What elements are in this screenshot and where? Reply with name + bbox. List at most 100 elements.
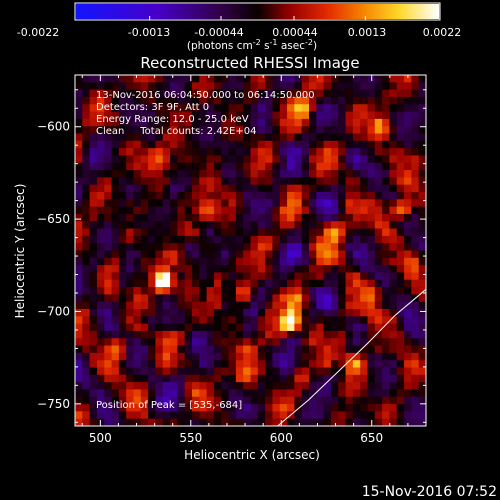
- heatmap-cell: [89, 330, 98, 339]
- heatmap-cell: [133, 279, 142, 288]
- heatmap-cell: [199, 170, 208, 178]
- heatmap-cell: [155, 330, 164, 339]
- heatmap-cell: [82, 170, 91, 178]
- heatmap-cell: [82, 96, 91, 105]
- heatmap-cell: [374, 352, 383, 361]
- heatmap-cell: [257, 192, 266, 200]
- heatmap-cell: [199, 316, 208, 325]
- heatmap-cell: [294, 294, 303, 303]
- heatmap-cell: [396, 352, 405, 361]
- heatmap-cell: [396, 162, 405, 171]
- heatmap-cell: [250, 316, 259, 325]
- heatmap-cell: [338, 287, 347, 295]
- heatmap-cell: [133, 148, 142, 157]
- heatmap-cell: [148, 301, 157, 310]
- heatmap-cell: [235, 155, 244, 164]
- heatmap-cell: [338, 221, 347, 230]
- heatmap-cell: [352, 162, 361, 171]
- colorbar-cell: [269, 4, 271, 19]
- heatmap-cell: [257, 250, 266, 259]
- heatmap-cell: [389, 309, 398, 317]
- heatmap-cell: [250, 360, 259, 369]
- heatmap-cell: [104, 250, 113, 259]
- heatmap-cell: [330, 360, 339, 369]
- colorbar-cell: [76, 4, 78, 19]
- heatmap-cell: [155, 133, 164, 142]
- heatmap-cell: [243, 309, 252, 317]
- colorbar-cell: [77, 4, 79, 19]
- heatmap-cell: [75, 301, 83, 310]
- heatmap-cell: [111, 221, 120, 230]
- heatmap-cell: [177, 418, 186, 426]
- heatmap-cell: [140, 294, 149, 303]
- heatmap-cell: [75, 272, 83, 281]
- heatmap-cell: [396, 418, 405, 426]
- heatmap-cell: [75, 330, 83, 339]
- colorbar-cell: [247, 4, 249, 19]
- heatmap-cell: [140, 75, 149, 83]
- heatmap-cell: [75, 360, 83, 369]
- heatmap-cell: [367, 111, 376, 120]
- heatmap-cell: [199, 265, 208, 274]
- heatmap-cell: [272, 272, 281, 281]
- heatmap-cell: [133, 345, 142, 354]
- colorbar-cell: [195, 4, 197, 19]
- heatmap-cell: [367, 213, 376, 222]
- heatmap-cell: [199, 199, 208, 208]
- heatmap-cell: [243, 294, 252, 303]
- heatmap-cell: [309, 243, 317, 252]
- heatmap-cell: [338, 323, 347, 332]
- heatmap-cell: [235, 396, 244, 405]
- heatmap-cell: [257, 265, 266, 274]
- heatmap-cell: [272, 404, 281, 412]
- heatmap-cell: [118, 404, 127, 412]
- colorbar-cell: [382, 4, 384, 19]
- heatmap-cell: [221, 272, 230, 281]
- heatmap-cell: [96, 140, 105, 149]
- heatmap-cell: [162, 133, 171, 142]
- colorbar-cell: [89, 4, 91, 19]
- colorbar-cell: [390, 4, 392, 19]
- heatmap-cell: [111, 243, 120, 252]
- heatmap-cell: [265, 206, 274, 215]
- colorbar-cell: [105, 4, 107, 19]
- heatmap-cell: [133, 206, 142, 215]
- colorbar-cell: [278, 4, 280, 19]
- heatmap-cell: [338, 75, 347, 83]
- heatmap-cell: [316, 338, 325, 347]
- heatmap-cell: [162, 411, 171, 420]
- heatmap-cell: [367, 184, 376, 193]
- colorbar-cell: [132, 4, 134, 19]
- colorbar-cell: [265, 4, 267, 19]
- colorbar-cell: [168, 4, 170, 19]
- heatmap-cell: [89, 360, 98, 369]
- heatmap-cell: [345, 192, 354, 200]
- heatmap-cell: [323, 396, 332, 405]
- heatmap-cell: [257, 170, 266, 178]
- heatmap-cell: [140, 243, 149, 252]
- heatmap-cell: [265, 294, 274, 303]
- heatmap-cell: [367, 345, 376, 354]
- heatmap-cell: [104, 257, 113, 266]
- colorbar-tick-label: -0.0022: [17, 26, 59, 39]
- heatmap-cell: [75, 338, 83, 347]
- heatmap-cell: [345, 382, 354, 391]
- heatmap-cell: [155, 162, 164, 171]
- heatmap-cell: [177, 89, 186, 98]
- heatmap-cell: [177, 345, 186, 354]
- colorbar-cell: [123, 4, 125, 19]
- heatmap-cell: [192, 162, 200, 171]
- heatmap-cell: [345, 287, 354, 295]
- heatmap-cell: [367, 126, 376, 135]
- heatmap-cell: [126, 316, 135, 325]
- heatmap-cell: [199, 367, 208, 376]
- heatmap-cell: [367, 352, 376, 361]
- heatmap-cell: [213, 294, 222, 303]
- heatmap-cell: [389, 396, 398, 405]
- info-detectors: Detectors: 3F 9F, Att 0: [96, 102, 209, 113]
- heatmap-cell: [294, 250, 303, 259]
- heatmap-cell: [75, 294, 83, 303]
- heatmap-cell: [96, 170, 105, 178]
- heatmap-cell: [221, 89, 230, 98]
- colorbar-cell: [232, 4, 234, 19]
